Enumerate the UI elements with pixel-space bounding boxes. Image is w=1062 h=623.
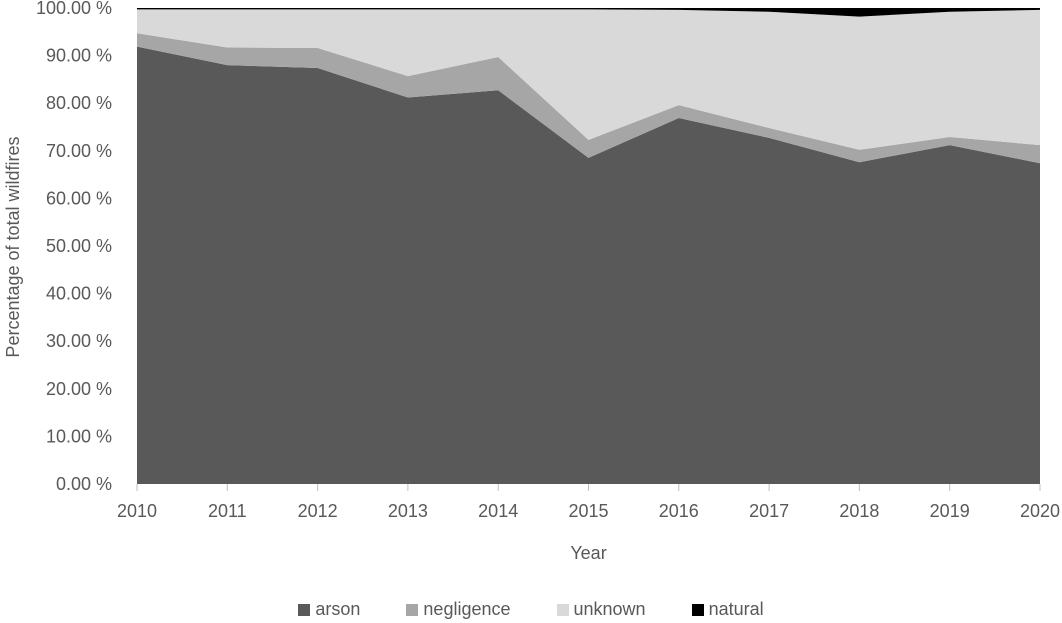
- legend-item-unknown: unknown: [556, 599, 646, 620]
- x-tick-label: 2015: [568, 501, 608, 521]
- y-tick-label: 40.00 %: [46, 284, 112, 304]
- area-unknown: [137, 9, 1040, 150]
- legend-item-negligence: negligence: [406, 599, 511, 620]
- x-axis-title: Year: [570, 543, 607, 563]
- legend-label: natural: [708, 599, 764, 619]
- x-tick-label: 2020: [1020, 501, 1060, 521]
- x-tick-label: 2012: [298, 501, 338, 521]
- y-tick-label: 50.00 %: [46, 236, 112, 256]
- y-axis-title: Percentage of total wildfires: [3, 136, 23, 358]
- y-tick-label: 70.00 %: [46, 141, 112, 161]
- legend-item-arson: arson: [298, 599, 360, 620]
- y-tick-label: 10.00 %: [46, 426, 112, 446]
- x-tick-label: 2011: [208, 501, 247, 521]
- area-arson: [137, 46, 1040, 484]
- x-tick-label: 2010: [117, 501, 157, 521]
- x-tick-label: 2016: [659, 501, 699, 521]
- x-tick-label: 2013: [388, 501, 428, 521]
- legend-marker-unknown: [556, 603, 569, 616]
- legend: arson negligence unknown natural: [0, 599, 1062, 620]
- legend-item-natural: natural: [691, 599, 764, 620]
- area-natural: [137, 8, 1040, 17]
- y-tick-label: 100.00 %: [36, 0, 112, 18]
- area-negligence: [137, 33, 1040, 164]
- y-tick-label: 80.00 %: [46, 93, 112, 113]
- legend-label: unknown: [573, 599, 646, 619]
- x-tick-label: 2018: [839, 501, 879, 521]
- legend-marker-natural: [691, 603, 704, 616]
- x-tick-label: 2019: [930, 501, 970, 521]
- y-tick-label: 30.00 %: [46, 331, 112, 351]
- x-tick-label: 2014: [478, 501, 518, 521]
- y-tick-label: 0.00 %: [56, 474, 112, 494]
- legend-marker-negligence: [406, 603, 419, 616]
- legend-marker-arson: [298, 603, 311, 616]
- y-tick-label: 20.00 %: [46, 379, 112, 399]
- legend-label: negligence: [423, 599, 511, 619]
- legend-label: arson: [315, 599, 361, 619]
- y-tick-label: 60.00 %: [46, 188, 112, 208]
- y-tick-label: 90.00 %: [46, 46, 112, 66]
- x-tick-label: 2017: [749, 501, 789, 521]
